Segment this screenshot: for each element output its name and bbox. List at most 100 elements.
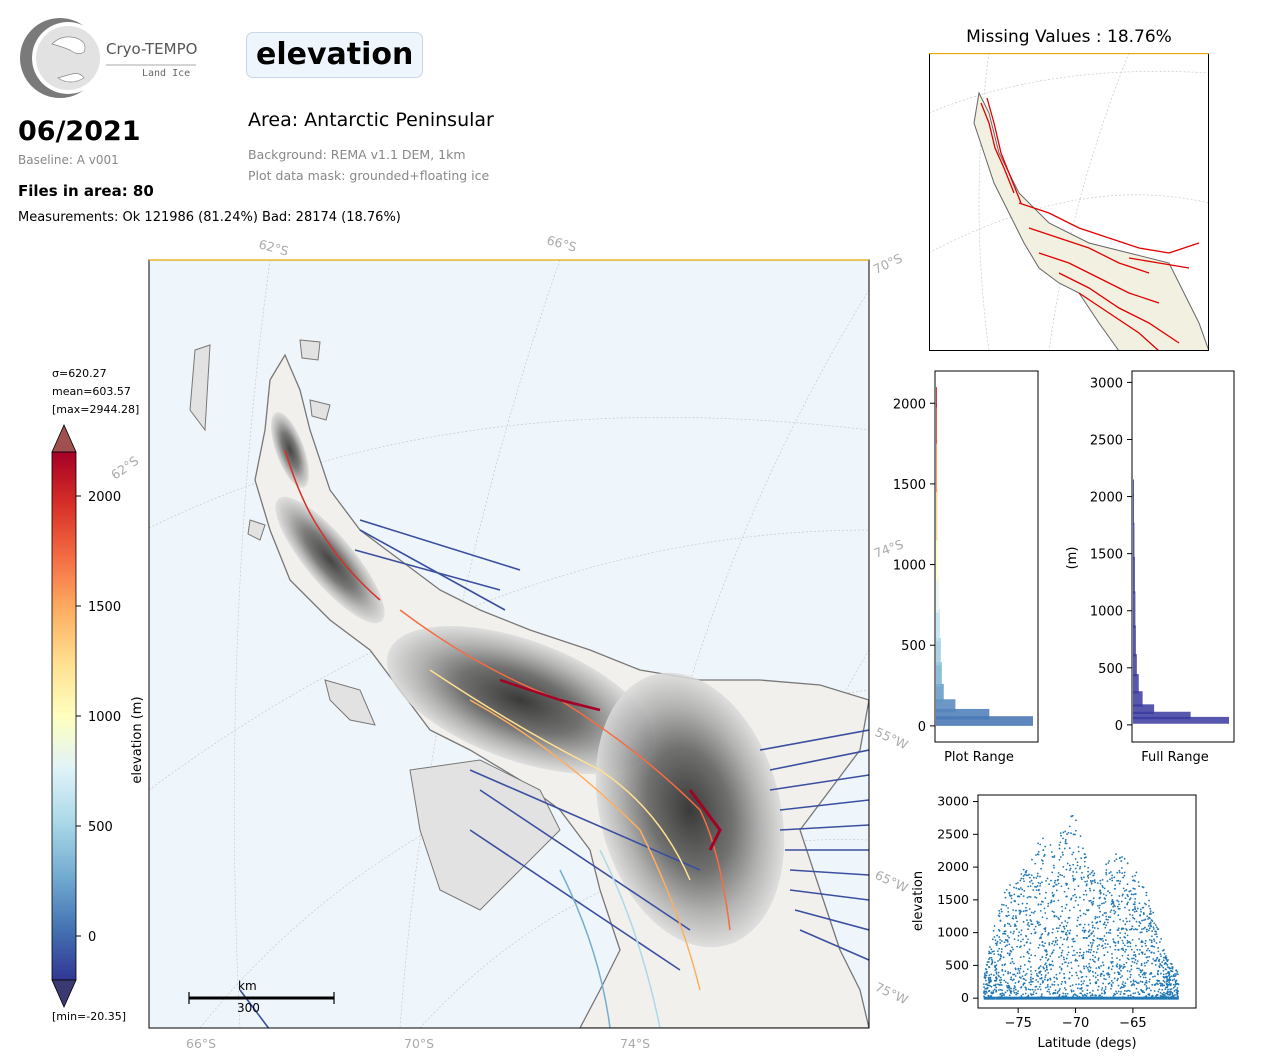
scatter-point [1017, 990, 1019, 993]
scatter-point [1072, 894, 1075, 897]
scatter-point [1061, 963, 1064, 965]
scatter-point [1070, 990, 1073, 993]
scatter-point [1090, 882, 1093, 885]
scatter-point [1003, 891, 1006, 894]
scatter-point [1034, 862, 1037, 865]
scatter-point [1089, 899, 1092, 902]
scatter-point [1006, 989, 1009, 992]
scatter-point [1060, 921, 1063, 924]
scatter-point [1126, 862, 1129, 865]
scatter-point [1040, 977, 1043, 979]
scatter-point [1151, 920, 1154, 922]
scatter-point [1133, 880, 1136, 882]
scatter-point [1118, 967, 1121, 970]
scatter-point [1022, 895, 1025, 898]
scatter-point [999, 976, 1002, 979]
scatter-point [1018, 913, 1021, 915]
scatter-point [1059, 832, 1062, 835]
scatter-point [1140, 951, 1143, 954]
colorbar-tick-label: 500 [88, 820, 113, 835]
scatter-point [1029, 885, 1032, 888]
scatter-point [1073, 906, 1075, 909]
scatter-point [996, 940, 999, 943]
scatter-point [1171, 967, 1174, 970]
scatter-point [1129, 973, 1132, 976]
scatter-point [1124, 932, 1127, 935]
scatter-point [1133, 903, 1136, 906]
scatter-point [988, 956, 991, 959]
scatter-point [1131, 960, 1134, 963]
scatter-point [1134, 928, 1137, 930]
scatter-point [1088, 887, 1091, 890]
scatter-point [1132, 908, 1135, 911]
scatter-point [1144, 964, 1146, 967]
scatter-point [1162, 949, 1164, 952]
scatter-point [1145, 995, 1148, 998]
scatter-point [1022, 955, 1025, 958]
scatter-point [1003, 993, 1005, 995]
scatter-point [1148, 899, 1150, 902]
scatter-point [1155, 933, 1158, 936]
scatter-point [1020, 893, 1023, 896]
scatter-point [1054, 941, 1057, 944]
scatter-point [993, 925, 996, 927]
scatter-point [1106, 951, 1109, 954]
scatter-point [1118, 903, 1120, 906]
scatter-point [1114, 911, 1117, 913]
scatter-point [1068, 847, 1071, 850]
scatter-point [1013, 900, 1016, 902]
scatter-point [1151, 930, 1154, 933]
scatter-point [1037, 881, 1040, 884]
scatter-point [1010, 976, 1013, 979]
scatter-point [1145, 956, 1148, 959]
scatter-point [1010, 950, 1013, 953]
scatter-point [1093, 889, 1095, 892]
scatter-point [992, 929, 995, 932]
scatter-point [1104, 946, 1107, 949]
background-info: Background: REMA v1.1 DEM, 1km [248, 147, 466, 162]
scatter-point [1009, 978, 1012, 981]
scatter-point [1083, 865, 1086, 868]
scatter-point [1166, 964, 1169, 966]
scatter-point [1049, 986, 1052, 988]
scatter-point [1101, 914, 1104, 916]
mask-info: Plot data mask: grounded+floating ice [248, 168, 490, 183]
scatter-point [1132, 879, 1134, 882]
scatter-point [1047, 902, 1050, 905]
scatter-point [1014, 924, 1017, 927]
scatter-point [1030, 920, 1033, 923]
scatter-point [1154, 963, 1157, 966]
scatter-point [1117, 934, 1119, 937]
scatter-point [1058, 989, 1061, 992]
scatter-point [1071, 874, 1074, 877]
scatter-point [1133, 951, 1136, 954]
scatter-point [1059, 946, 1061, 949]
scatter-point [1168, 981, 1170, 984]
scatter-point [1055, 936, 1058, 939]
scatter-point [1134, 893, 1137, 895]
scatter-point [1156, 983, 1159, 986]
scatter-point [1096, 974, 1099, 977]
scatter-point [1078, 896, 1081, 899]
scatter-point [1052, 949, 1055, 952]
scatter-point [1036, 974, 1038, 977]
scatter-point [1126, 902, 1129, 905]
scatter-point [1057, 871, 1060, 874]
scatter-point [1081, 990, 1084, 992]
scatter-point [998, 930, 1001, 932]
scatter-point [1145, 982, 1148, 984]
scatter-point [1139, 914, 1141, 917]
colorbar-tick-label: 0 [88, 930, 96, 945]
scatter-point [1006, 939, 1009, 942]
scatter-point [1039, 988, 1042, 991]
scatter-point [1158, 988, 1161, 991]
scatter-point [1061, 874, 1063, 877]
y-tick-label: 1000 [893, 559, 926, 574]
y-tick-label: 2500 [937, 826, 969, 841]
scatter-point [1013, 985, 1016, 987]
scatter-point [1044, 845, 1047, 848]
scatter-point [1001, 940, 1003, 942]
scatter-point [1126, 939, 1129, 942]
scatter-point [998, 959, 1001, 961]
scatter-point [1038, 944, 1041, 946]
